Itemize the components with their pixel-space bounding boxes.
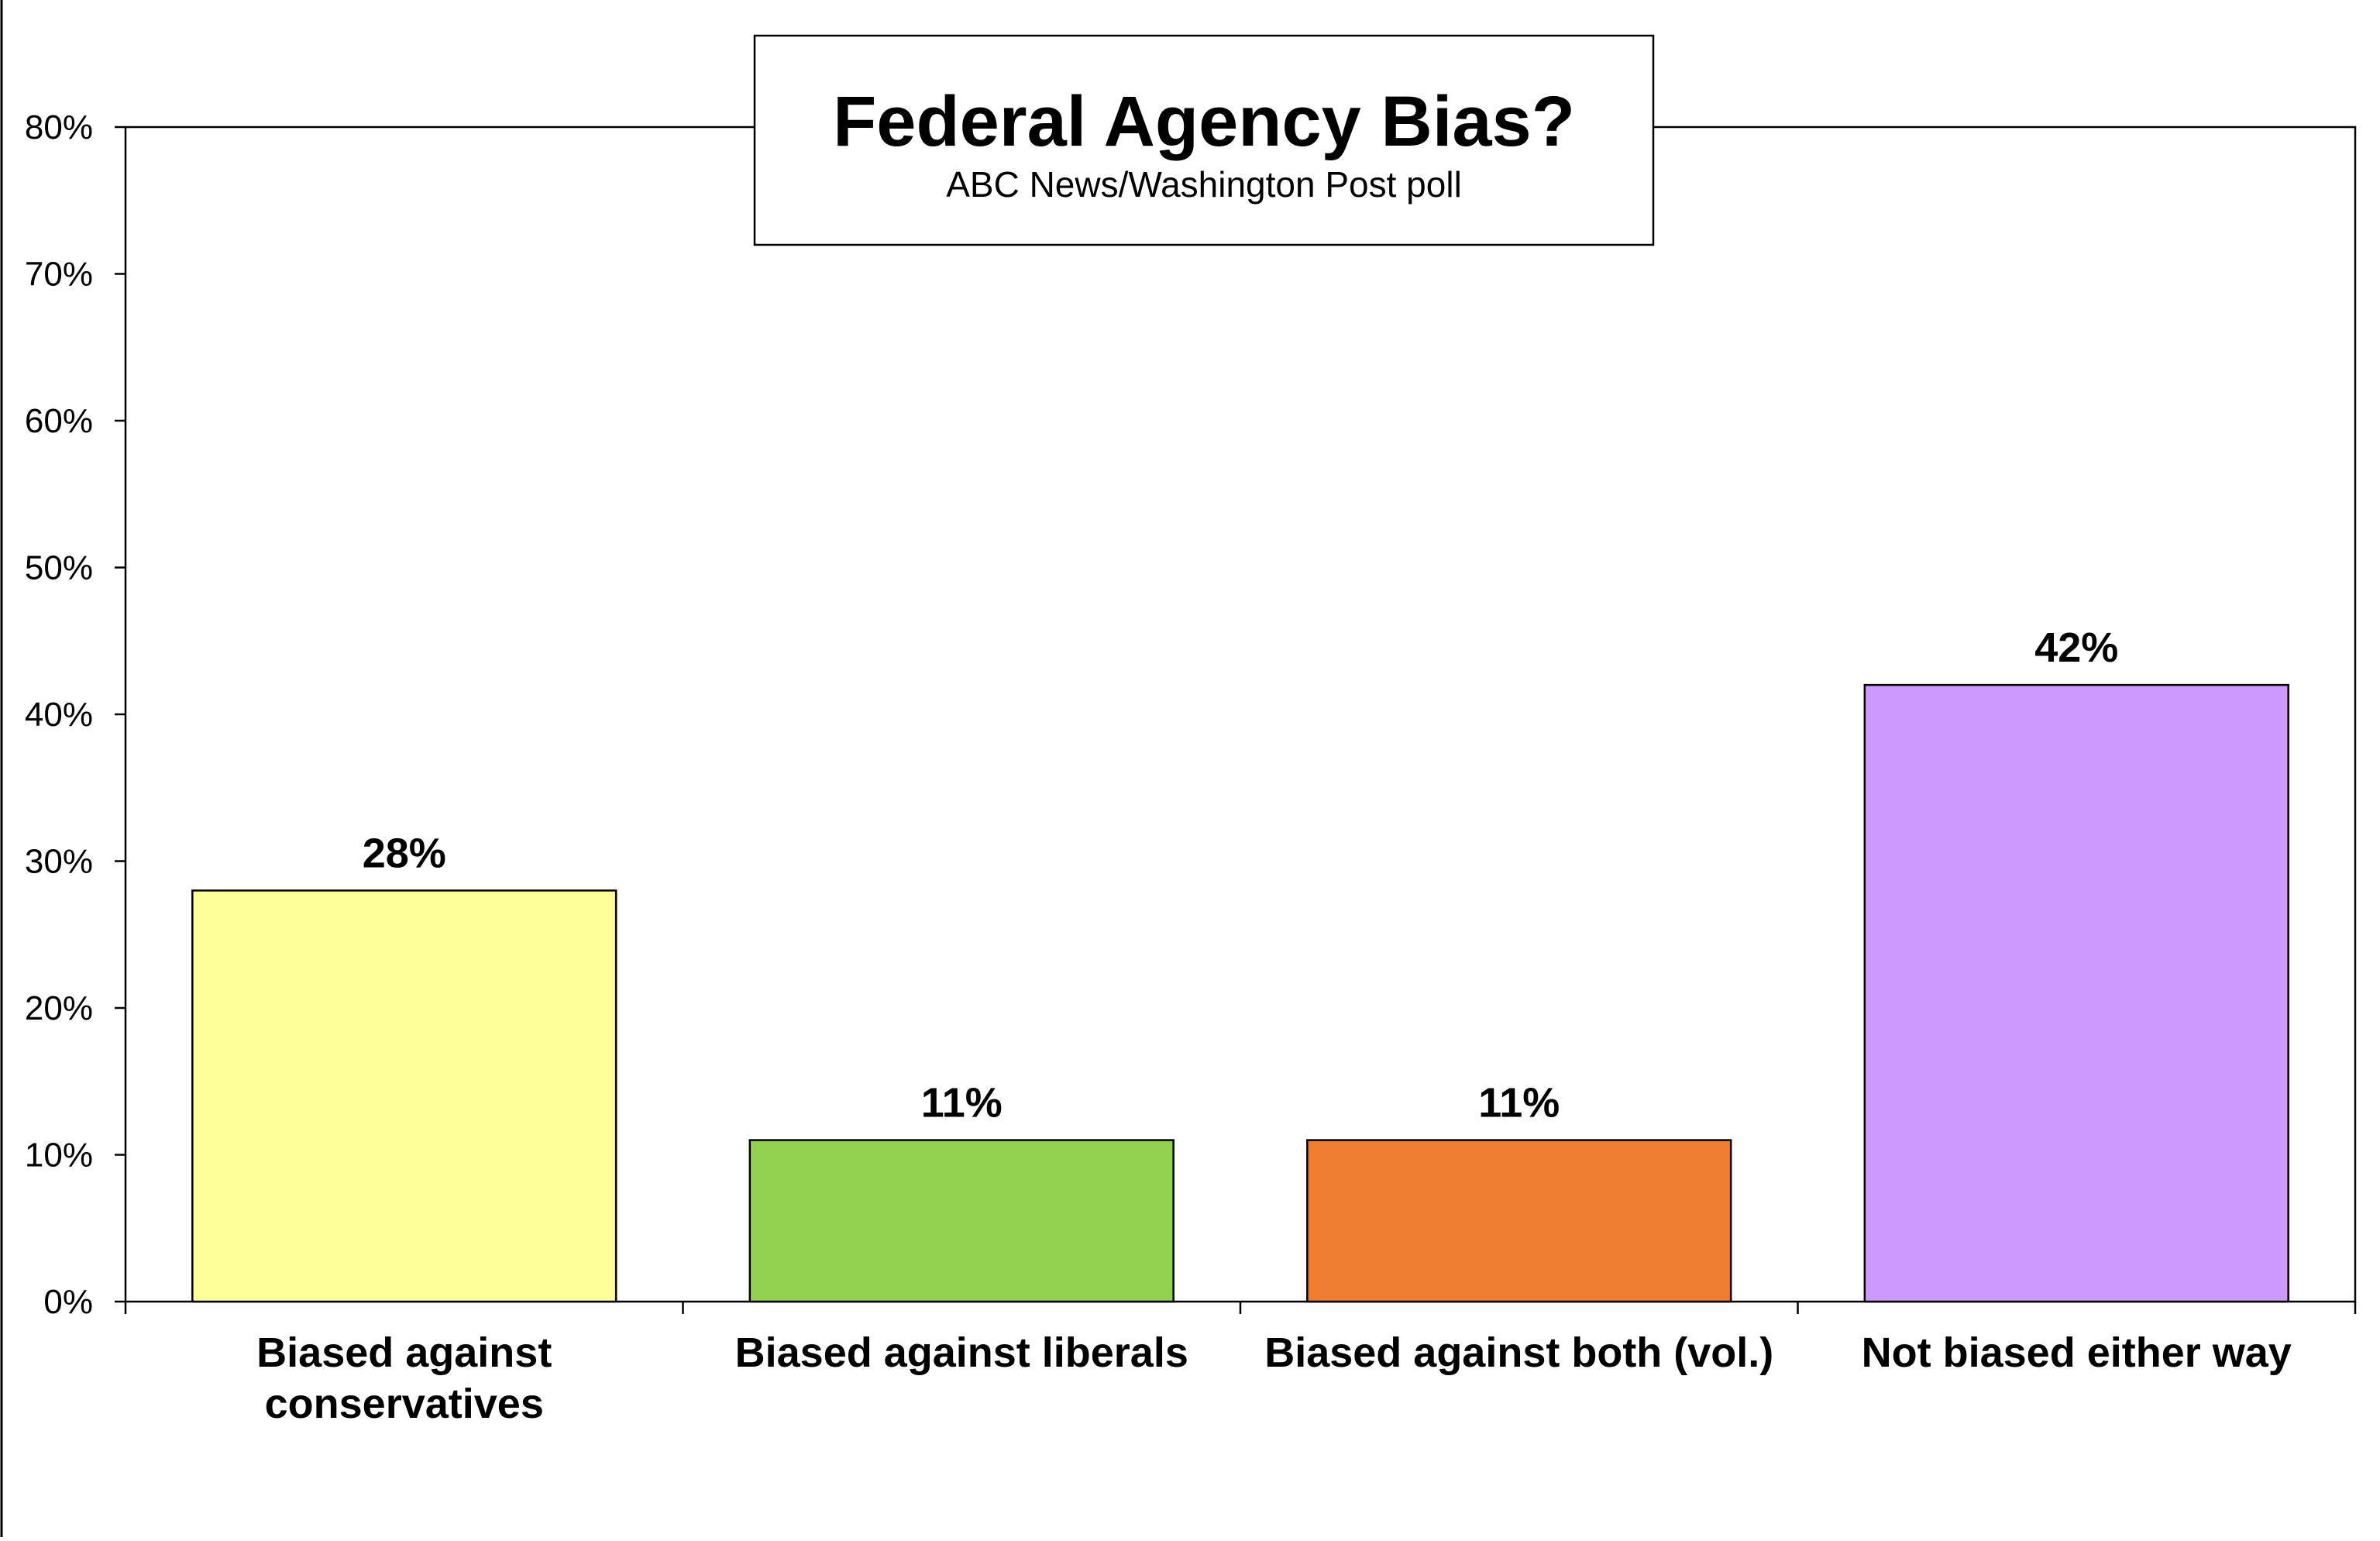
- y-tick-label: 30%: [25, 843, 93, 881]
- y-tick-label: 80%: [25, 108, 93, 146]
- chart-subtitle: ABC News/Washington Post poll: [946, 164, 1462, 205]
- y-axis: 0% 10% 20% 30% 40% 50% 60% 70% 80%: [25, 108, 126, 1321]
- category-label: Biased against both (vol.): [1264, 1329, 1773, 1376]
- y-tick-label: 10%: [25, 1137, 93, 1175]
- y-tick-label: 60%: [25, 402, 93, 440]
- bar: [1306, 1139, 1732, 1303]
- category-label: Biased against: [256, 1329, 552, 1376]
- data-labels: 28% 11% 11% 42%: [363, 624, 2119, 1126]
- bar: [748, 1139, 1175, 1303]
- data-label: 11%: [921, 1080, 1003, 1127]
- x-axis: [124, 1302, 2357, 1314]
- y-tick-label: 50%: [25, 549, 93, 587]
- category-labels: Biased against conservatives Biased agains…: [256, 1329, 2292, 1427]
- category-label: Biased against liberals: [735, 1329, 1188, 1376]
- y-tick-label: 20%: [25, 989, 93, 1027]
- data-label: 28%: [363, 830, 446, 876]
- title-box-frame: [753, 34, 1655, 246]
- category-label: Not biased either way: [1862, 1329, 2292, 1376]
- chart-title: Federal Agency Bias?: [833, 82, 1575, 161]
- data-label: 11%: [1478, 1080, 1560, 1127]
- bar: [1863, 683, 2289, 1303]
- y-tick-label: 0%: [43, 1283, 93, 1321]
- data-label: 42%: [2034, 624, 2118, 671]
- title-box: Federal Agency Bias? ABC News/Washington…: [753, 34, 1655, 246]
- bars: [191, 683, 2289, 1303]
- y-tick-label: 70%: [25, 256, 93, 294]
- y-tick-label: 40%: [25, 696, 93, 734]
- category-label: conservatives: [265, 1381, 544, 1427]
- bar: [191, 889, 617, 1303]
